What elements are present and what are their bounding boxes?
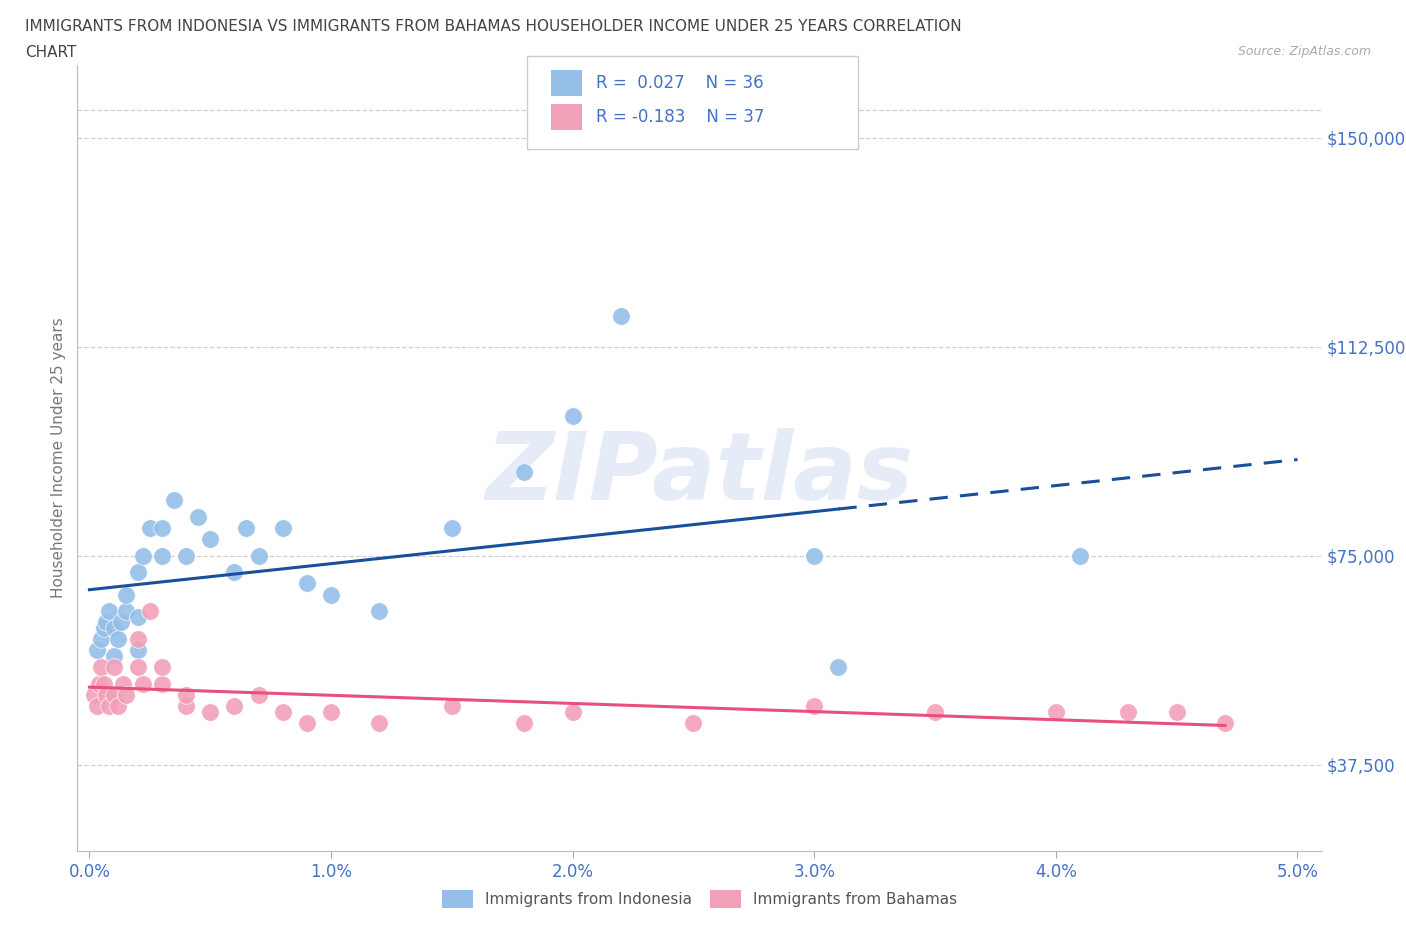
Point [112,676,135,691]
Point [90,631,112,646]
Point [200,531,222,546]
Point [1118,704,1140,719]
Point [131,548,153,563]
Point [150,676,173,691]
Point [271,520,294,535]
Text: R =  0.027    N = 36: R = 0.027 N = 36 [596,73,763,92]
Point [107,698,129,713]
Point [93,676,115,691]
Point [107,631,129,646]
Point [150,520,173,535]
Point [200,704,222,719]
Point [127,565,149,579]
Text: IMMIGRANTS FROM INDONESIA VS IMMIGRANTS FROM BAHAMAS HOUSEHOLDER INCOME UNDER 25: IMMIGRANTS FROM INDONESIA VS IMMIGRANTS … [25,19,962,33]
Point [319,704,342,719]
Text: Source: ZipAtlas.com: Source: ZipAtlas.com [1237,45,1371,58]
Point [513,464,536,479]
Point [235,520,257,535]
Point [110,615,132,630]
Point [1166,704,1188,719]
Point [513,715,536,730]
Point [224,565,246,579]
Point [163,492,186,507]
Point [103,659,125,674]
Point [114,587,136,602]
Text: R = -0.183    N = 37: R = -0.183 N = 37 [596,108,765,126]
Point [96,687,118,702]
Point [295,715,318,730]
Text: ZIPatlas: ZIPatlas [485,428,914,520]
Point [247,687,270,702]
Point [440,520,463,535]
Point [174,687,197,702]
Legend: Immigrants from Indonesia, Immigrants from Bahamas: Immigrants from Indonesia, Immigrants fr… [436,884,963,914]
Text: CHART: CHART [25,45,77,60]
Point [86,698,108,713]
Point [150,659,173,674]
Point [97,604,120,618]
Point [368,715,391,730]
Point [1069,548,1091,563]
Point [187,509,209,524]
Point [561,704,583,719]
Point [90,659,112,674]
Point [924,704,946,719]
Point [682,715,704,730]
Point [114,687,136,702]
Point [247,548,270,563]
Point [131,676,153,691]
Point [87,676,110,691]
Point [319,587,342,602]
Point [86,643,108,658]
Point [174,548,197,563]
Point [803,698,825,713]
Point [139,520,162,535]
Point [97,698,120,713]
Point [610,309,633,324]
Point [127,643,149,658]
Point [139,604,162,618]
Point [83,687,105,702]
Point [114,604,136,618]
Y-axis label: Householder Income Under 25 years: Householder Income Under 25 years [51,318,66,598]
Point [103,687,125,702]
Point [103,620,125,635]
Point [271,704,294,719]
Point [440,698,463,713]
Point [96,615,118,630]
Point [93,620,115,635]
Point [1213,715,1236,730]
Point [127,609,149,624]
Point [127,631,149,646]
Point [561,409,583,424]
Point [803,548,825,563]
Point [368,604,391,618]
Point [150,548,173,563]
Point [103,648,125,663]
Point [174,698,197,713]
Point [127,659,149,674]
Point [295,576,318,591]
Point [1045,704,1067,719]
Point [827,659,849,674]
Point [224,698,246,713]
